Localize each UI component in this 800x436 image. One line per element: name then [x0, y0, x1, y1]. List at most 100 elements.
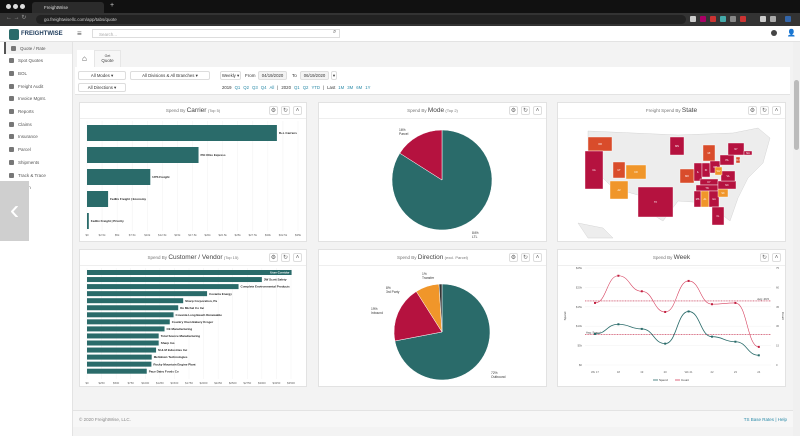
window-close-button[interactable] — [6, 4, 11, 9]
refresh-icon[interactable]: ↻ — [521, 253, 530, 262]
directions-dropdown[interactable]: All Directions ▾ — [78, 83, 126, 92]
back-forward-reload-icons[interactable]: ← → ↻ — [6, 15, 27, 21]
quick-link[interactable]: Q1 — [293, 85, 300, 90]
modes-dropdown[interactable]: All Modes ▾ — [78, 71, 126, 80]
collapse-icon[interactable]: ˄ — [533, 253, 542, 262]
panel-title: Spend By Direction (excl. Parcel) — [319, 250, 546, 266]
sidebar-item-label: Freight Audit — [18, 83, 44, 89]
y-left-tick: $20k — [576, 285, 583, 289]
extension-icon[interactable] — [740, 16, 746, 22]
panel-buttons: ⚙ ↻ ˄ — [269, 253, 302, 262]
quick-link-label: Last — [327, 85, 336, 90]
quick-link[interactable]: Q2 — [302, 85, 309, 90]
state-label: OR — [598, 143, 602, 146]
quick-link[interactable]: Q1 — [234, 85, 241, 90]
extension-icon[interactable] — [720, 16, 726, 22]
collapse-icon[interactable]: ˄ — [293, 106, 302, 115]
extension-icon[interactable] — [730, 16, 736, 22]
scrollbar-thumb[interactable] — [794, 80, 799, 150]
sidebar-item-icon — [9, 134, 14, 140]
scrollbar[interactable] — [793, 42, 800, 436]
refresh-icon[interactable]: ↻ — [760, 106, 769, 115]
extension-icon[interactable] — [760, 16, 766, 22]
sidebar-item-claims[interactable]: Claims — [4, 118, 72, 130]
alaska — [577, 222, 614, 239]
quick-link[interactable]: 3M — [347, 85, 354, 90]
slice-label: Outbound — [491, 375, 506, 379]
x-tick-label: $1250 — [156, 381, 164, 385]
window-minimize-button[interactable] — [13, 4, 18, 9]
sidebar-item-insurance[interactable]: Insurance — [4, 131, 72, 143]
interval-dropdown[interactable]: Weekly ▾ — [220, 71, 241, 80]
sidebar-item-shipments[interactable]: Shipments — [4, 156, 72, 168]
sidebar-item-bol[interactable]: BOL — [4, 67, 72, 79]
slide-left-arrow[interactable]: ‹ — [0, 181, 29, 241]
ts-base-rates-link[interactable]: TS Base Rates — [743, 417, 775, 422]
y-left-label: Spend — [563, 311, 567, 320]
direction-chart: 72%Outbound 19%Inbound 8%3rd Party 1%Transf… — [371, 272, 506, 381]
settings-icon[interactable]: ⚙ — [269, 106, 278, 115]
quick-link[interactable]: 1M — [338, 85, 345, 90]
extension-icon[interactable] — [770, 16, 776, 22]
sidebar-item-reports[interactable]: Reports — [4, 106, 72, 118]
quick-link[interactable]: Q2 — [243, 85, 250, 90]
collapse-icon[interactable]: ˄ — [293, 253, 302, 262]
refresh-icon[interactable]: ↻ — [281, 253, 290, 262]
sidebar-item-quote-rate[interactable]: Quote / Rate — [4, 42, 72, 54]
collapse-icon[interactable]: ˄ — [772, 106, 781, 115]
divisions-dropdown[interactable]: All Divisions & All Branches ▾ — [130, 71, 210, 80]
extension-icon[interactable] — [690, 16, 696, 22]
customer-panel: Spend By Customer / Vendor (Top 15) ⚙ ↻ ˄ $0… — [79, 249, 307, 387]
quick-link[interactable]: 1Y — [365, 85, 371, 90]
info-icon[interactable] — [771, 30, 777, 36]
bar-label: M & M Industries Inc — [158, 348, 188, 352]
refresh-icon[interactable]: ↻ — [521, 106, 530, 115]
window-maximize-button[interactable] — [20, 4, 25, 9]
refresh-icon[interactable]: ↻ — [281, 106, 290, 115]
sidebar-item-freight-audit[interactable]: Freight Audit — [4, 80, 72, 92]
sidebar-item-track-trace[interactable]: Track & Trace — [4, 169, 72, 181]
quick-link[interactable]: YTD — [311, 85, 321, 90]
extension-icon[interactable] — [710, 16, 716, 22]
search-input[interactable]: Search... — [92, 29, 340, 38]
from-date-input[interactable]: 04/19/2020 — [258, 71, 287, 80]
state-panel: Freight Spend By State ⚙ ↻ ˄ OR CA UT CO AZ TX MN… — [557, 102, 786, 242]
state-label: WV — [717, 170, 721, 173]
collapse-icon[interactable]: ˄ — [772, 253, 781, 262]
settings-icon[interactable]: ⚙ — [509, 253, 518, 262]
date-dropdown-button[interactable]: ▾ — [331, 71, 337, 80]
extension-icon[interactable] — [700, 16, 706, 22]
menu-icon[interactable]: ≡ — [77, 29, 82, 38]
profile-icon[interactable] — [785, 16, 791, 22]
quick-link[interactable]: All — [269, 85, 275, 90]
sidebar-item-invoice-mgmt-[interactable]: Invoice Mgmt. — [4, 93, 72, 105]
settings-icon[interactable]: ⚙ — [748, 106, 757, 115]
title-suffix: (Top 5) — [207, 108, 221, 113]
browser-tab[interactable]: FreightWise — [32, 2, 104, 13]
new-tab-icon[interactable]: + — [110, 2, 115, 9]
user-icon[interactable]: 👤 — [787, 30, 796, 37]
spend-point — [757, 354, 760, 357]
quick-link[interactable]: Q4 — [260, 85, 267, 90]
settings-icon[interactable]: ⚙ — [509, 106, 518, 115]
tab-quote[interactable]: Get Quote — [94, 50, 121, 68]
search-icon[interactable]: ⌕ — [333, 29, 337, 35]
to-date-input[interactable]: 06/19/2020 — [300, 71, 329, 80]
home-tab[interactable]: ⌂ — [77, 50, 94, 68]
help-link[interactable]: Help — [777, 417, 787, 422]
pie-slice — [394, 283, 491, 381]
bar-label: Rocky Mountain Engine Plant — [153, 362, 195, 366]
title-main: Mode — [427, 107, 445, 114]
sidebar-item-label: Reports — [18, 109, 34, 114]
quick-link[interactable]: Q3 — [252, 85, 258, 90]
slice-label: LTL — [472, 235, 478, 239]
x-tick-label: 20 — [664, 370, 668, 374]
sidebar-item-spot-quotes[interactable]: Spot Quotes — [4, 55, 72, 67]
freightwise-logo[interactable]: FREIGHTWISE — [9, 28, 69, 40]
collapse-icon[interactable]: ˄ — [533, 106, 542, 115]
sidebar-item-parcel[interactable]: Parcel — [4, 144, 72, 156]
address-bar[interactable]: go.freightwisellc.com/app/tabs/quote — [36, 15, 686, 24]
quick-link[interactable]: 6M — [356, 85, 363, 90]
refresh-icon[interactable]: ↻ — [760, 253, 769, 262]
settings-icon[interactable]: ⚙ — [269, 253, 278, 262]
